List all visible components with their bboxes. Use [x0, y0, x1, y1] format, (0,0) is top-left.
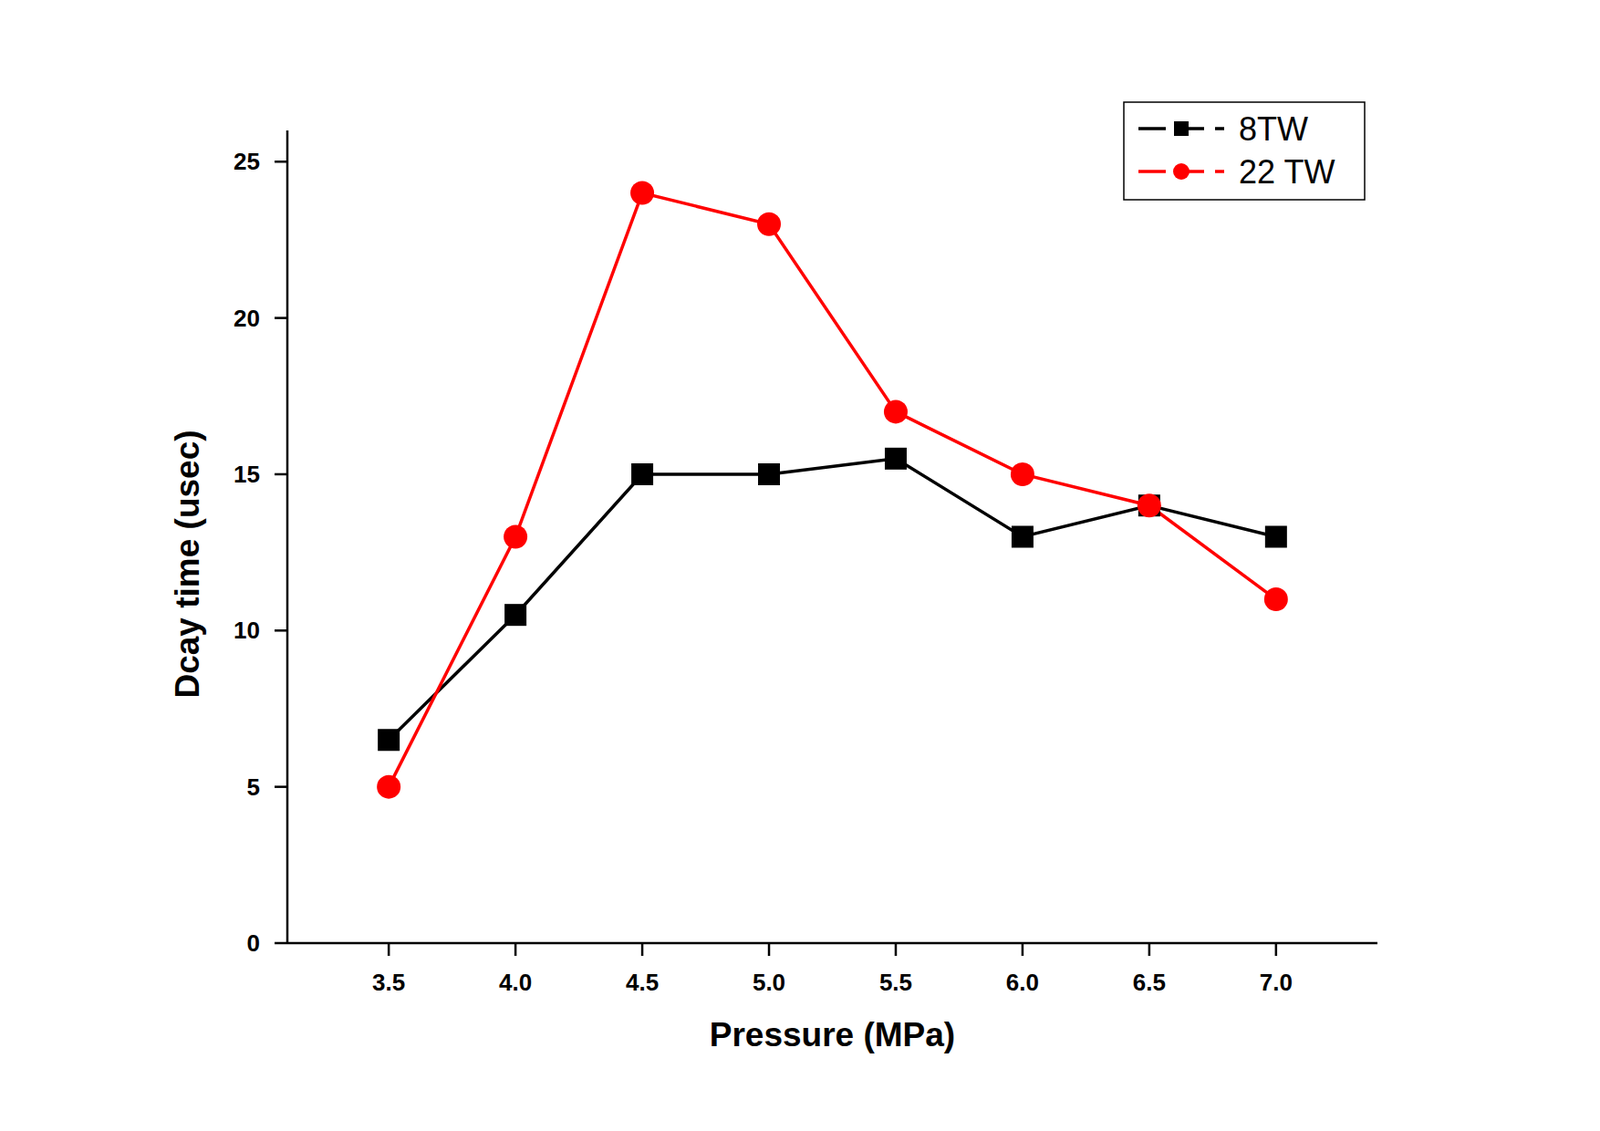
- data-point: [883, 399, 908, 424]
- data-point: [376, 775, 401, 800]
- data-point: [630, 181, 655, 206]
- data-point: [1137, 493, 1162, 518]
- x-axis-label: Pressure (MPa): [709, 1016, 956, 1054]
- data-point: [631, 463, 654, 486]
- y-tick: [274, 160, 288, 164]
- y-tick: [274, 942, 288, 946]
- data-point: [1010, 462, 1035, 487]
- legend-label: 8TW: [1238, 110, 1309, 148]
- chart: 0 5 10 15 20 25 3.5 4.0 4.5 5.0 5.5 6.0 6.5 7.0 Pressu…: [0, 0, 1600, 1131]
- x-tick: [1275, 943, 1278, 956]
- data-point: [1265, 526, 1288, 549]
- legend: 8TW 22 TW: [1123, 102, 1365, 200]
- x-tick: [894, 943, 898, 956]
- series-line: [388, 458, 1277, 740]
- y-tick-label: 15: [233, 460, 260, 489]
- y-tick: [274, 629, 288, 633]
- x-tick-label: 3.5: [372, 968, 406, 997]
- x-tick: [1021, 943, 1025, 956]
- y-axis-label: Dcay time (usec): [168, 429, 207, 698]
- x-tick-label: 4.5: [625, 968, 659, 997]
- y-tick: [274, 316, 288, 320]
- data-point: [758, 463, 780, 486]
- legend-label: 22 TW: [1238, 153, 1335, 191]
- x-tick-label: 7.0: [1259, 968, 1293, 997]
- data-point: [1264, 587, 1289, 612]
- x-tick: [641, 943, 645, 956]
- series-line: [388, 193, 1277, 788]
- x-tick-label: 4.0: [498, 968, 532, 997]
- x-tick: [1148, 943, 1152, 956]
- y-tick-label: 0: [247, 929, 260, 957]
- y-tick: [274, 473, 288, 477]
- x-tick: [387, 943, 391, 956]
- legend-marker: [1173, 163, 1190, 180]
- data-point: [377, 728, 400, 751]
- x-tick: [768, 943, 771, 956]
- x-tick: [514, 943, 518, 956]
- y-tick-label: 10: [233, 616, 260, 645]
- legend-box: [1123, 102, 1365, 200]
- plot-area: [376, 181, 1289, 800]
- data-point: [1138, 494, 1161, 517]
- legend-marker: [1174, 121, 1189, 136]
- data-point: [1011, 526, 1034, 549]
- x-tick-label: 5.5: [879, 968, 913, 997]
- data-point: [504, 603, 527, 626]
- data-point: [503, 525, 528, 550]
- y-tick-label: 20: [233, 304, 260, 333]
- y-tick-label: 5: [247, 773, 260, 801]
- x-tick-label: 5.0: [752, 968, 786, 997]
- data-point: [884, 447, 907, 470]
- y-tick-label: 25: [233, 147, 260, 176]
- x-tick-label: 6.0: [1006, 968, 1039, 997]
- y-tick: [274, 785, 288, 789]
- x-tick-label: 6.5: [1132, 968, 1166, 997]
- x-axis: [287, 942, 1378, 946]
- y-axis: [286, 130, 290, 944]
- data-point: [757, 212, 781, 237]
